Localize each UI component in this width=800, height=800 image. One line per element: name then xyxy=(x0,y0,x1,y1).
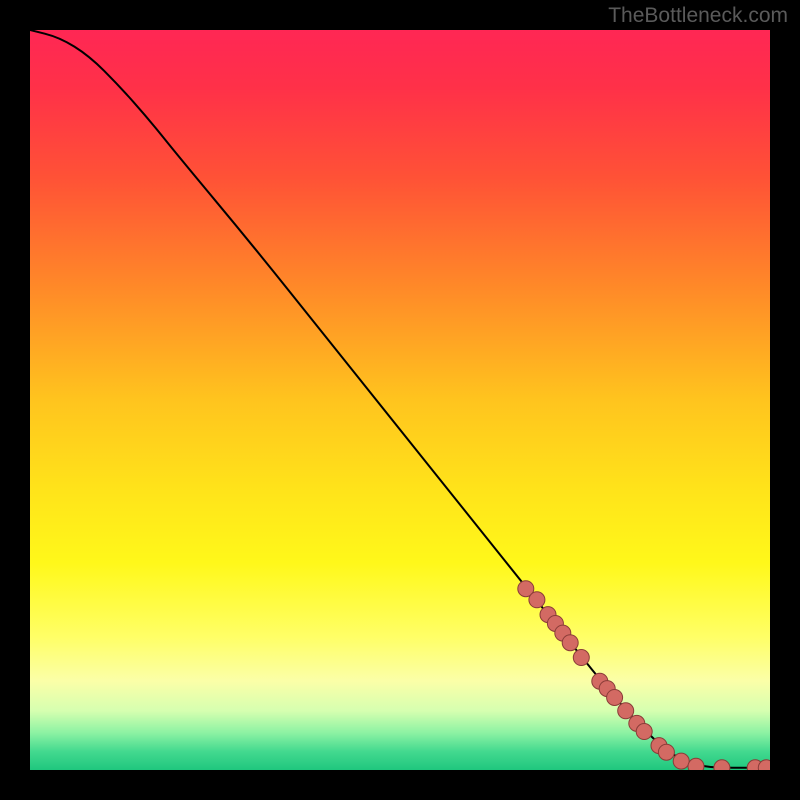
data-marker xyxy=(636,724,652,740)
data-marker xyxy=(618,703,634,719)
data-marker xyxy=(529,592,545,608)
data-marker xyxy=(562,635,578,651)
data-marker xyxy=(658,744,674,760)
watermark-text: TheBottleneck.com xyxy=(608,4,788,28)
data-marker xyxy=(573,650,589,666)
chart-area xyxy=(30,30,770,770)
data-marker xyxy=(688,758,704,770)
data-marker xyxy=(673,753,689,769)
data-marker xyxy=(607,689,623,705)
chart-svg xyxy=(30,30,770,770)
